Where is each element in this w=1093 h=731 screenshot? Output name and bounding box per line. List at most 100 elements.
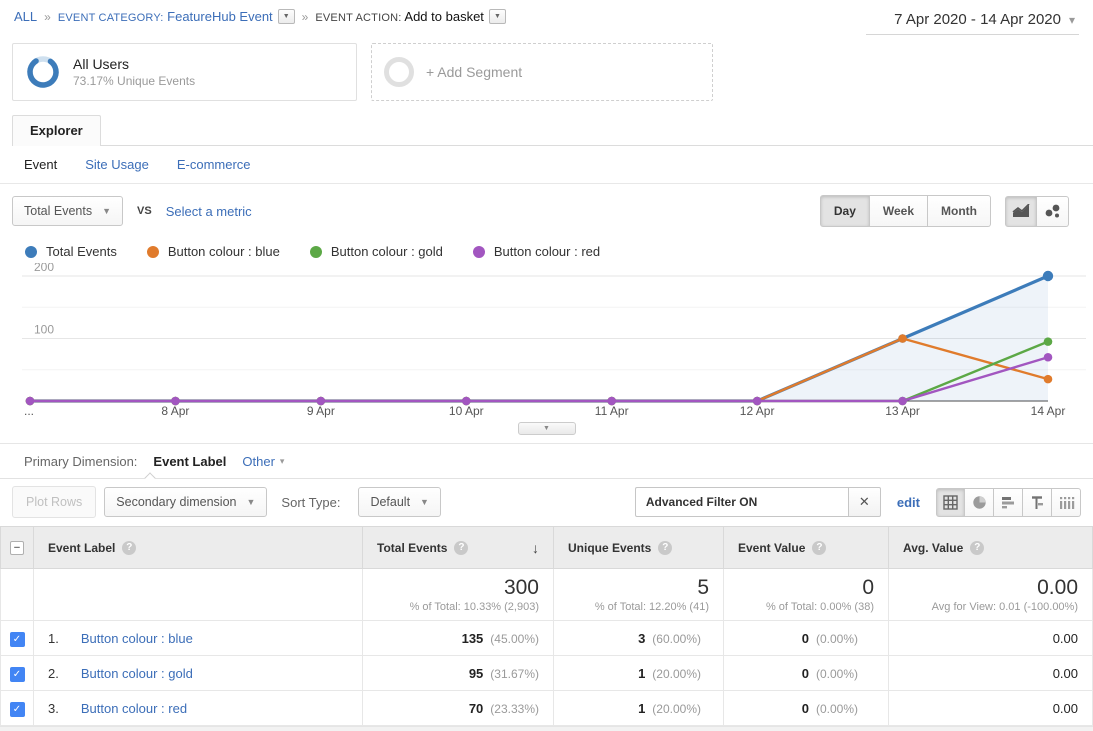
view-pivot-button[interactable]: [1052, 487, 1081, 517]
event-value-pct: (0.00%): [815, 701, 858, 716]
chart-legend: Total Events Button colour : blue Button c…: [25, 244, 1093, 259]
help-icon[interactable]: ?: [122, 540, 137, 555]
chart-type-toggle: [1005, 195, 1069, 227]
row-checkbox[interactable]: ✓: [9, 666, 25, 682]
dropdown-caret-icon: ▼: [420, 497, 429, 507]
event-label-link[interactable]: Button colour : blue: [80, 630, 193, 646]
primary-dimension-label: Primary Dimension:: [24, 454, 138, 469]
event-category-dropdown-button[interactable]: ▼: [277, 9, 295, 24]
view-table-button[interactable]: [936, 487, 965, 517]
select-all-checkbox[interactable]: −: [10, 541, 24, 556]
event-action-value: Add to basket: [404, 9, 484, 24]
chevron-down-icon: ▾: [279, 456, 285, 466]
svg-text:100: 100: [34, 323, 54, 337]
metric-select-button[interactable]: Total Events ▼: [12, 196, 124, 226]
add-segment-button[interactable]: + Add Segment: [371, 43, 713, 101]
chart-collapse-button[interactable]: ▼: [517, 422, 576, 435]
row-checkbox[interactable]: ✓: [9, 701, 25, 717]
granularity-month-button[interactable]: Month: [928, 195, 991, 227]
report-subnav: Event Site Usage E-commerce: [0, 146, 1093, 184]
help-icon[interactable]: ?: [970, 540, 985, 555]
clear-filter-button[interactable]: ✕: [847, 487, 881, 517]
granularity-toggle: Day Week Month: [819, 195, 991, 227]
event-label-link[interactable]: Button colour : red: [80, 700, 188, 716]
event-action-dropdown-button[interactable]: ▼: [488, 9, 506, 24]
segment-all-users[interactable]: All Users 73.17% Unique Events: [12, 43, 357, 101]
dropdown-caret-icon: ▼: [543, 425, 550, 432]
events-line-chart[interactable]: 100 200... 8 Apr 9 Apr 10 Apr 11 Apr 12 Apr 13 …: [0, 260, 1093, 421]
help-icon[interactable]: ?: [658, 540, 673, 555]
subnav-event[interactable]: Event: [24, 157, 58, 172]
subnav-site-usage[interactable]: Site Usage: [85, 157, 149, 172]
view-percentage-button[interactable]: [965, 487, 994, 517]
svg-text:...: ...: [24, 404, 34, 418]
unique-events-value: 3: [638, 630, 646, 646]
advanced-filter-status[interactable]: Advanced Filter ON: [634, 487, 848, 517]
section-divider: [0, 443, 1093, 444]
plot-rows-button[interactable]: Plot Rows: [12, 486, 97, 518]
granularity-week-button[interactable]: Week: [869, 195, 929, 227]
col-header-total-events[interactable]: Total Events: [377, 540, 448, 555]
row-index: 1.: [48, 630, 59, 646]
subnav-ecommerce[interactable]: E-commerce: [176, 157, 251, 172]
view-comparison-button[interactable]: [1023, 487, 1052, 517]
vs-label: VS: [137, 205, 152, 217]
edit-filter-link[interactable]: edit: [896, 494, 920, 510]
help-icon[interactable]: ?: [812, 540, 827, 555]
svg-text:12 Apr: 12 Apr: [740, 404, 775, 418]
primary-dimension-event-label[interactable]: Event Label: [153, 454, 227, 469]
line-chart-view-button[interactable]: [1005, 195, 1037, 227]
view-pivot-icon: [1059, 496, 1074, 509]
view-performance-button[interactable]: [994, 487, 1023, 517]
col-header-avg-value[interactable]: Avg. Value: [903, 540, 964, 555]
help-icon[interactable]: ?: [454, 540, 469, 555]
total-events-pct: (45.00%): [490, 631, 539, 646]
col-header-event-label[interactable]: Event Label: [48, 540, 116, 555]
row-checkbox[interactable]: ✓: [9, 631, 25, 647]
date-range-text: 7 Apr 2020 - 14 Apr 2020: [894, 11, 1061, 28]
primary-dimension-row: Primary Dimension: Event Label Other ▾: [0, 444, 1093, 478]
table-header-row: − Event Label? Total Events? ↓ Unique Eve…: [0, 526, 1093, 569]
breadcrumb-event-category-link[interactable]: EVENT CATEGORY: FeatureHub Event: [58, 9, 273, 24]
legend-item[interactable]: Button colour : blue: [146, 244, 280, 259]
tab-explorer[interactable]: Explorer: [12, 115, 101, 146]
avg-value: 0.00: [1052, 630, 1078, 646]
table-view-toggle: [936, 487, 1081, 517]
primary-dimension-other[interactable]: Other ▾: [242, 454, 285, 469]
legend-item[interactable]: Total Events: [25, 244, 117, 259]
svg-text:14 Apr: 14 Apr: [1031, 404, 1066, 418]
legend-label: Button colour : gold: [330, 244, 443, 259]
breadcrumb-all-link[interactable]: ALL: [14, 9, 38, 24]
legend-item[interactable]: Button colour : gold: [309, 244, 443, 259]
granularity-day-button[interactable]: Day: [819, 195, 870, 227]
add-segment-label: + Add Segment: [426, 64, 523, 80]
secondary-dimension-button[interactable]: Secondary dimension ▼: [104, 487, 268, 517]
legend-label: Total Events: [46, 244, 117, 259]
event-label-link[interactable]: Button colour : gold: [80, 665, 193, 681]
col-header-unique-events[interactable]: Unique Events: [568, 540, 652, 555]
unique-events-pct: (20.00%): [652, 701, 701, 716]
close-icon: ✕: [858, 494, 870, 509]
avg-value: 0.00: [1052, 700, 1078, 716]
legend-item[interactable]: Button colour : red: [472, 244, 600, 259]
sort-type-label: Sort Type:: [281, 494, 341, 510]
bottom-strip: [0, 726, 1093, 731]
summary-total-events: 300: [503, 576, 539, 599]
select-a-metric-link[interactable]: Select a metric: [165, 203, 252, 219]
sort-descending-icon[interactable]: ↓: [532, 539, 539, 556]
total-events-pct: (31.67%): [490, 666, 539, 681]
total-events-pct: (23.33%): [490, 701, 539, 716]
date-range-selector[interactable]: 7 Apr 2020 - 14 Apr 2020 ▾: [866, 9, 1079, 35]
chevron-down-icon: ▾: [1068, 12, 1075, 27]
legend-dot-icon: [146, 245, 159, 258]
summary-total-note: % of Total: 10.33% (2,903): [409, 601, 539, 613]
events-table: − Event Label? Total Events? ↓ Unique Eve…: [0, 526, 1093, 726]
view-percentage-icon: [972, 495, 986, 509]
col-header-event-value[interactable]: Event Value: [738, 540, 806, 555]
sort-type-button[interactable]: Default ▼: [358, 487, 441, 517]
summary-value-note: % of Total: 0.00% (38): [765, 601, 874, 613]
total-events-value: 70: [468, 700, 484, 716]
summary-avg-note: Avg for View: 0.01 (-100.00%): [931, 601, 1078, 613]
motion-chart-view-button[interactable]: [1037, 195, 1069, 227]
segment-title: All Users: [73, 56, 130, 72]
